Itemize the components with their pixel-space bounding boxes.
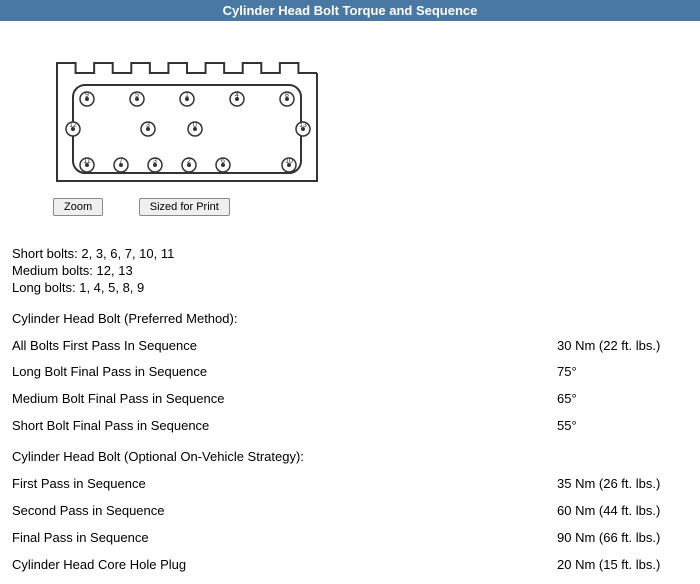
preferred-row: Short Bolt Final Pass in Sequence55° — [12, 418, 688, 435]
preferred-row: Medium Bolt Final Pass in Sequence65° — [12, 391, 688, 408]
preferred-label: All Bolts First Pass In Sequence — [12, 338, 557, 355]
short-bolts-line: Short bolts: 2, 3, 6, 7, 10, 11 — [12, 246, 688, 263]
long-bolts-line: Long bolts: 1, 4, 5, 8, 9 — [12, 280, 688, 297]
svg-text:4: 4 — [235, 92, 239, 99]
title-bar: Cylinder Head Bolt Torque and Sequence — [0, 0, 700, 21]
svg-text:6: 6 — [221, 158, 225, 165]
optional-row: Second Pass in Sequence60 Nm (44 ft. lbs… — [12, 503, 688, 520]
svg-text:0: 0 — [193, 122, 197, 129]
diagram-area: 9 5 1 4 8 12 3 0 13 11 7 3 2 6 10 Zoom Sized for Print — [45, 51, 700, 216]
preferred-row: All Bolts First Pass In Sequence30 Nm (2… — [12, 338, 688, 355]
optional-row: Cylinder Head Core Hole Plug20 Nm (15 ft… — [12, 557, 688, 574]
svg-text:5: 5 — [135, 92, 139, 99]
optional-value: 60 Nm (44 ft. lbs.) — [557, 503, 688, 520]
page-title: Cylinder Head Bolt Torque and Sequence — [223, 3, 478, 18]
optional-row: Final Pass in Sequence90 Nm (66 ft. lbs.… — [12, 530, 688, 547]
svg-text:7: 7 — [119, 158, 123, 165]
medium-bolts-line: Medium bolts: 12, 13 — [12, 263, 688, 280]
bolt-category-lines: Short bolts: 2, 3, 6, 7, 10, 11 Medium b… — [12, 246, 688, 297]
optional-row: First Pass in Sequence35 Nm (26 ft. lbs.… — [12, 476, 688, 493]
optional-strategy-heading: Cylinder Head Bolt (Optional On-Vehicle … — [12, 449, 688, 466]
print-button[interactable]: Sized for Print — [139, 198, 230, 216]
preferred-method-heading: Cylinder Head Bolt (Preferred Method): — [12, 311, 688, 328]
svg-text:3: 3 — [146, 122, 150, 129]
optional-label: Final Pass in Sequence — [12, 530, 557, 547]
svg-text:3: 3 — [153, 158, 157, 165]
preferred-value: 55° — [557, 418, 688, 435]
svg-text:2: 2 — [187, 158, 191, 165]
svg-text:10: 10 — [285, 158, 293, 165]
svg-text:12: 12 — [69, 122, 77, 129]
optional-label: First Pass in Sequence — [12, 476, 557, 493]
zoom-button[interactable]: Zoom — [53, 198, 103, 216]
cylinder-head-diagram: 9 5 1 4 8 12 3 0 13 11 7 3 2 6 10 — [45, 51, 325, 196]
preferred-method-table: All Bolts First Pass In Sequence30 Nm (2… — [12, 338, 688, 436]
svg-text:9: 9 — [85, 92, 89, 99]
svg-text:11: 11 — [83, 158, 90, 165]
optional-value: 35 Nm (26 ft. lbs.) — [557, 476, 688, 493]
preferred-value: 75° — [557, 364, 688, 381]
content: Short bolts: 2, 3, 6, 7, 10, 11 Medium b… — [12, 246, 688, 574]
svg-text:8: 8 — [285, 92, 289, 99]
optional-value: 20 Nm (15 ft. lbs.) — [557, 557, 688, 574]
preferred-row: Long Bolt Final Pass in Sequence75° — [12, 364, 688, 381]
optional-label: Cylinder Head Core Hole Plug — [12, 557, 557, 574]
svg-text:1: 1 — [185, 92, 189, 99]
diagram-buttons: Zoom Sized for Print — [45, 198, 700, 216]
preferred-label: Short Bolt Final Pass in Sequence — [12, 418, 557, 435]
preferred-label: Medium Bolt Final Pass in Sequence — [12, 391, 557, 408]
preferred-value: 65° — [557, 391, 688, 408]
optional-value: 90 Nm (66 ft. lbs.) — [557, 530, 688, 547]
preferred-label: Long Bolt Final Pass in Sequence — [12, 364, 557, 381]
preferred-value: 30 Nm (22 ft. lbs.) — [557, 338, 688, 355]
optional-strategy-table: First Pass in Sequence35 Nm (26 ft. lbs.… — [12, 476, 688, 574]
svg-text:13: 13 — [299, 122, 307, 129]
optional-label: Second Pass in Sequence — [12, 503, 557, 520]
